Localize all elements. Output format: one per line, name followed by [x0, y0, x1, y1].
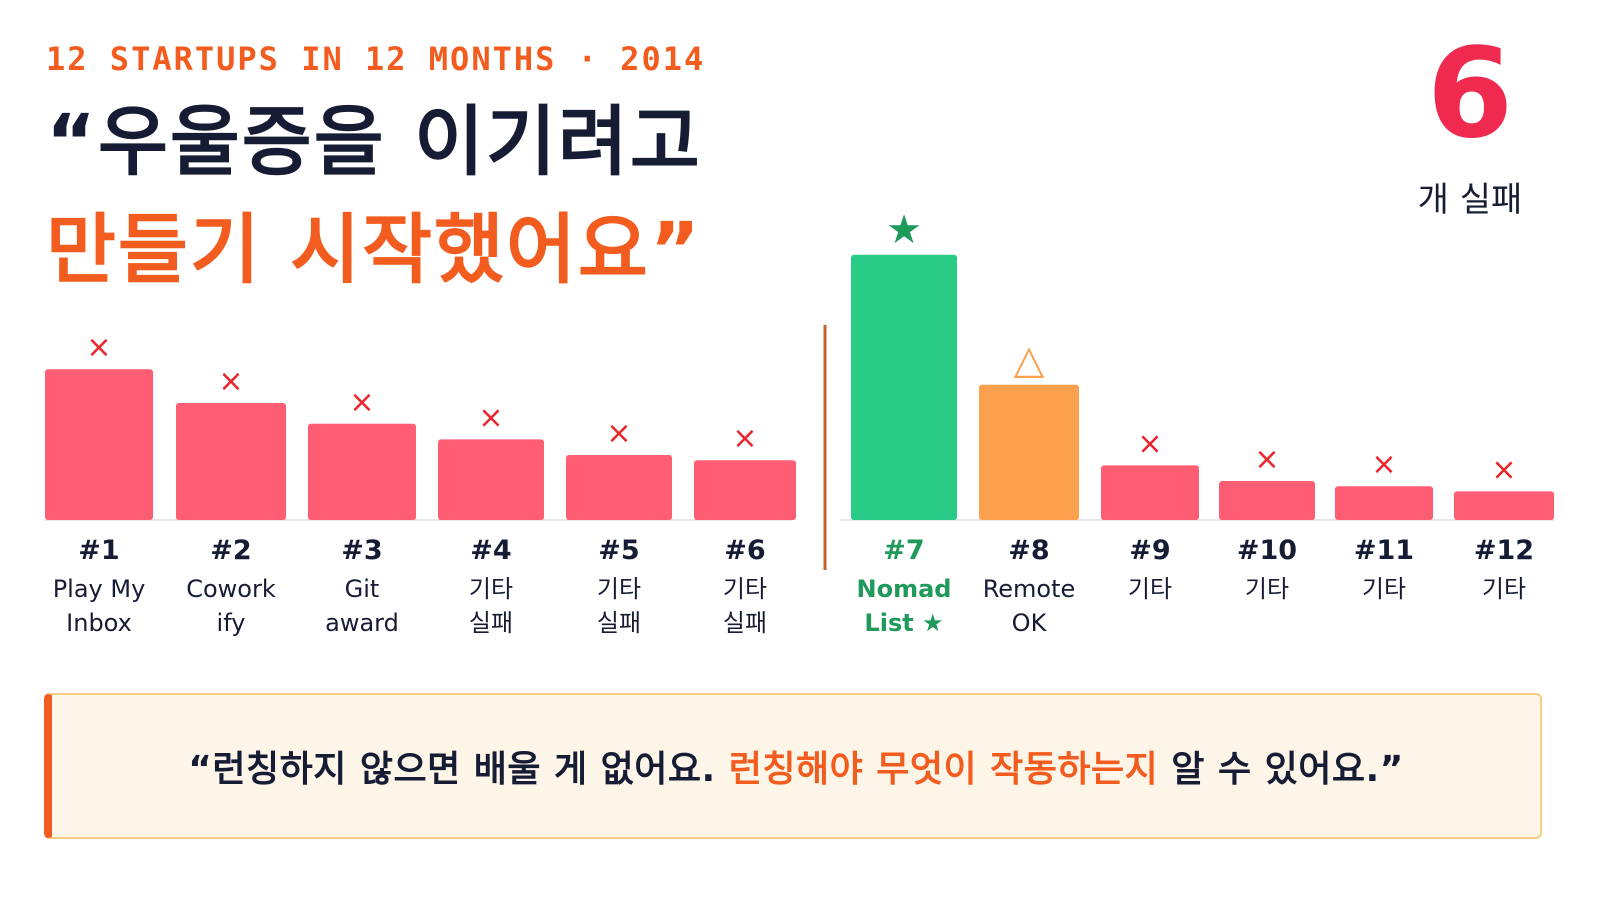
bar-9-rank: #9 [1129, 535, 1170, 566]
bar-1-label-2: Inbox [66, 609, 132, 637]
bar-11-rank: #11 [1354, 535, 1414, 566]
bar-5-rank: #5 [598, 535, 639, 566]
bar-7-rank: #7 [883, 535, 924, 566]
bar-12-marker: × [1491, 452, 1516, 487]
startup-bar-chart: × #1 Play My Inbox × #2 Cowork ify × #3 Git award × #… [44, 207, 1554, 637]
bar-10-label-1: 기타 [1245, 575, 1289, 603]
quote-highlight: 런칭해야 무엇이 작동하는지 [728, 749, 1159, 790]
bar-3-label-2: award [325, 609, 399, 637]
bar-2-label-1: Cowork [186, 575, 276, 603]
bar-11 [1335, 486, 1433, 520]
bar-11-marker: × [1371, 447, 1396, 482]
bar-7-marker: ★ [886, 207, 922, 253]
bar-12-label-1: 기타 [1482, 575, 1526, 603]
bar-8-label-1: Remote [983, 575, 1076, 603]
bar-7-label-1: Nomad [857, 575, 952, 603]
bar-10-rank: #10 [1237, 535, 1297, 566]
bar-7 [851, 254, 957, 521]
quote-part-2: 알 수 있어요.” [1158, 749, 1404, 790]
bar-12 [1454, 491, 1554, 520]
bar-5-label-2: 실패 [597, 609, 641, 637]
bar-9 [1101, 465, 1199, 520]
bar-10 [1219, 481, 1315, 520]
bar-8-marker: △ [1014, 337, 1045, 383]
bar-2-rank: #2 [210, 535, 251, 566]
failure-count-label: 개 실패 [1417, 180, 1523, 220]
bar-6-rank: #6 [724, 535, 765, 566]
bar-5 [566, 455, 672, 520]
bar-6 [694, 460, 796, 520]
bar-1 [45, 369, 153, 520]
bar-4 [438, 439, 544, 520]
failure-count-value: 6 [1426, 22, 1514, 166]
headline-line-1: “우울증을 이기려고 [46, 97, 702, 186]
bar-1-marker: × [86, 330, 111, 365]
bar-7-label-2: List ★ [864, 609, 943, 637]
bar-8 [979, 384, 1079, 520]
quote-part-1: “런칭하지 않으면 배울 게 없어요. [188, 749, 729, 790]
bar-12-rank: #12 [1474, 535, 1534, 566]
bar-2-marker: × [218, 364, 243, 399]
quote-box: “런칭하지 않으면 배울 게 없어요. 런칭해야 무엇이 작동하는지 알 수 있… [44, 693, 1542, 839]
bar-4-marker: × [478, 400, 503, 435]
bar-10-marker: × [1254, 442, 1279, 477]
bar-3-marker: × [349, 385, 374, 420]
kicker-text: 12 STARTUPS IN 12 MONTHS · 2014 [46, 40, 706, 78]
bar-2-label-2: ify [217, 609, 246, 637]
bar-4-label-1: 기타 [469, 575, 513, 603]
bar-1-label-1: Play My [53, 575, 146, 603]
bar-2 [176, 403, 286, 520]
bar-8-label-2: OK [1012, 609, 1048, 637]
bar-8-rank: #8 [1008, 535, 1049, 566]
headline-line-2: 만들기 시작했어요” [46, 205, 702, 294]
quote-text: “런칭하지 않으면 배울 게 없어요. 런칭해야 무엇이 작동하는지 알 수 있… [188, 740, 1404, 792]
bar-5-label-1: 기타 [597, 575, 641, 603]
bar-5-marker: × [606, 416, 631, 451]
bar-3-label-1: Git [345, 575, 380, 603]
bar-6-label-2: 실패 [723, 609, 767, 637]
bar-1-rank: #1 [78, 535, 119, 566]
bar-4-label-2: 실패 [469, 609, 513, 637]
bar-6-label-1: 기타 [723, 575, 767, 603]
bar-9-marker: × [1137, 426, 1162, 461]
bar-3 [308, 423, 416, 520]
bar-3-rank: #3 [341, 535, 382, 566]
bar-9-label-1: 기타 [1128, 575, 1172, 603]
bar-4-rank: #4 [470, 535, 511, 566]
bars-group: × #1 Play My Inbox × #2 Cowork ify × #3 Git award × #… [45, 207, 1554, 637]
bar-11-label-1: 기타 [1362, 575, 1406, 603]
bar-6-marker: × [732, 421, 757, 456]
